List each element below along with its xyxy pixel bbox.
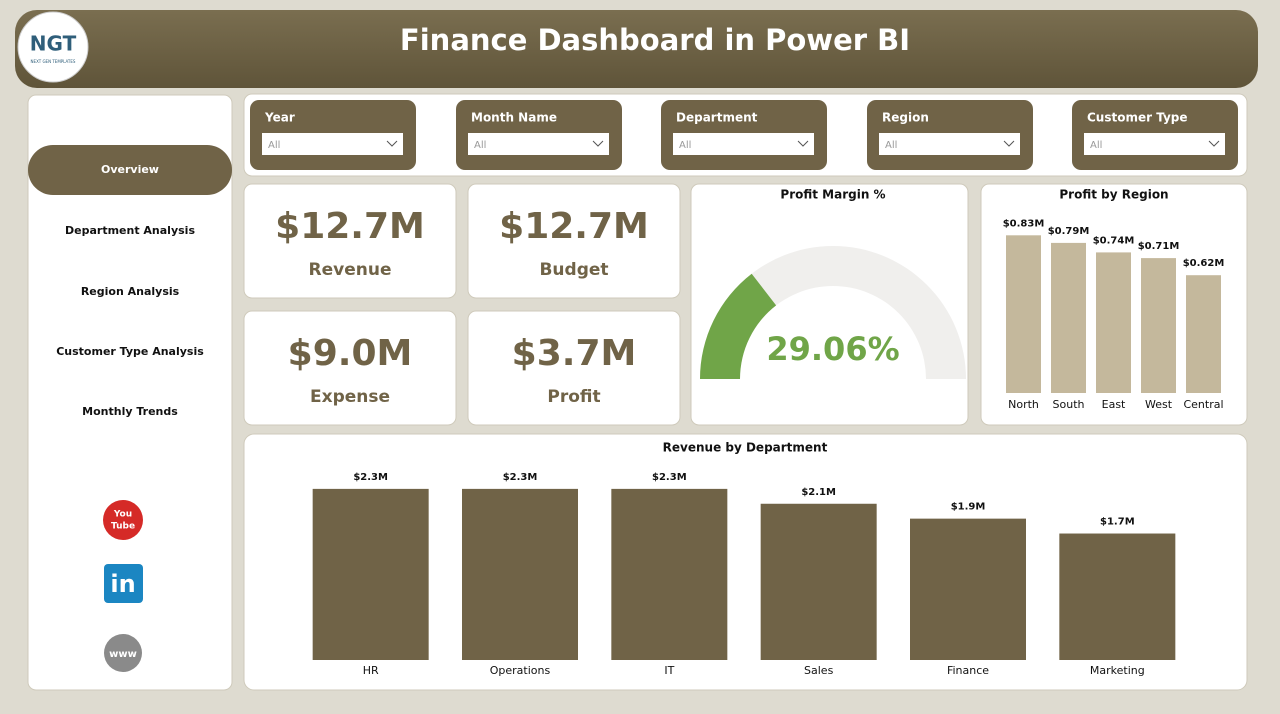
filter-dropdown[interactable] xyxy=(1084,133,1225,155)
kpi-value: $12.7M xyxy=(499,206,649,247)
bar xyxy=(611,488,728,660)
x-tick-label: North xyxy=(1008,398,1039,411)
x-tick-label: West xyxy=(1145,398,1173,411)
x-tick-label: Sales xyxy=(804,664,834,677)
dashboard-title: Finance Dashboard in Power BI xyxy=(400,23,910,57)
logo-text: NGT xyxy=(30,32,77,56)
filter-dropdown[interactable] xyxy=(673,133,814,155)
data-label: $2.3M xyxy=(503,472,538,483)
data-label: $0.62M xyxy=(1183,258,1225,269)
data-label: $1.9M xyxy=(951,502,986,513)
nav-active xyxy=(28,145,232,195)
nav-item[interactable]: Department Analysis xyxy=(65,224,195,237)
sidebar xyxy=(27,94,233,691)
filter-value: All xyxy=(885,140,897,151)
filter-label: Department xyxy=(676,111,758,125)
bar xyxy=(1141,258,1176,393)
youtube-text: You xyxy=(113,510,132,520)
nav-item[interactable]: Region Analysis xyxy=(81,285,180,298)
filter-label: Year xyxy=(264,111,295,125)
nav-item[interactable]: Monthly Trends xyxy=(82,405,178,418)
header-bar xyxy=(15,10,1258,88)
gauge-card xyxy=(690,183,969,426)
dropdown-arrow xyxy=(797,140,809,147)
filter-value: All xyxy=(679,140,691,151)
chart-title: Revenue by Department xyxy=(663,441,828,455)
bar xyxy=(1059,533,1176,660)
data-label: $0.74M xyxy=(1093,235,1135,246)
bar xyxy=(760,503,877,660)
chart-title: Profit Margin % xyxy=(780,188,885,202)
x-tick-label: Central xyxy=(1183,398,1223,411)
data-label: $2.1M xyxy=(801,487,836,498)
data-label: $0.79M xyxy=(1048,226,1090,237)
data-label: $0.83M xyxy=(1003,218,1045,229)
web-text: www xyxy=(109,649,137,660)
nav-item[interactable]: Overview xyxy=(101,163,159,176)
filter-label: Month Name xyxy=(471,111,557,125)
dropdown-arrow xyxy=(386,140,398,147)
logo xyxy=(17,11,89,83)
kpi-label: Budget xyxy=(539,260,608,280)
bar xyxy=(1051,242,1086,393)
data-label: $2.3M xyxy=(353,472,388,483)
filter-dropdown[interactable] xyxy=(468,133,609,155)
linkedin-icon[interactable] xyxy=(104,564,143,603)
gauge-value xyxy=(700,273,777,379)
youtube-text: Tube xyxy=(111,522,135,532)
x-tick-label: IT xyxy=(664,664,674,677)
filter-dropdown[interactable] xyxy=(879,133,1020,155)
bar xyxy=(910,518,1026,660)
dropdown-arrow xyxy=(1208,140,1220,147)
kpi-card xyxy=(467,310,681,426)
linkedin-text: in xyxy=(110,570,135,598)
filter-value: All xyxy=(474,140,486,151)
kpi-card xyxy=(243,310,457,426)
filter-value: All xyxy=(268,140,280,151)
filter-value: All xyxy=(1090,140,1102,151)
x-tick-label: Operations xyxy=(490,664,551,677)
filter-dropdown[interactable] xyxy=(262,133,403,155)
logo-subtext: NEXT GEN TEMPLATES xyxy=(31,59,76,64)
data-label: $2.3M xyxy=(652,472,687,483)
chart-title: Profit by Region xyxy=(1059,188,1168,202)
bar xyxy=(462,488,578,660)
kpi-value: $9.0M xyxy=(288,333,413,374)
nav-item[interactable]: Customer Type Analysis xyxy=(56,345,204,358)
data-label: $0.71M xyxy=(1138,241,1180,252)
kpi-value: $12.7M xyxy=(275,206,425,247)
youtube-icon[interactable] xyxy=(103,500,143,540)
filter-label: Customer Type xyxy=(1087,111,1188,125)
dropdown-arrow xyxy=(1003,140,1015,147)
filter-label: Region xyxy=(882,111,929,125)
data-label: $1.7M xyxy=(1100,517,1135,528)
x-tick-label: Marketing xyxy=(1090,664,1145,677)
kpi-label: Expense xyxy=(310,387,390,407)
bar xyxy=(1096,252,1131,393)
kpi-label: Profit xyxy=(547,387,600,407)
kpi-card xyxy=(243,183,457,299)
kpi-label: Revenue xyxy=(309,260,392,280)
kpi-card xyxy=(467,183,681,299)
x-tick-label: South xyxy=(1053,398,1085,411)
kpi-value: $3.7M xyxy=(512,333,637,374)
bar xyxy=(1006,235,1041,393)
dropdown-arrow xyxy=(592,140,604,147)
web-icon[interactable] xyxy=(104,634,142,672)
bar xyxy=(1186,275,1221,393)
x-tick-label: HR xyxy=(363,664,379,677)
x-tick-label: Finance xyxy=(947,664,989,677)
gauge-track xyxy=(700,246,966,379)
gauge-label: 29.06% xyxy=(766,330,899,368)
x-tick-label: East xyxy=(1102,398,1126,411)
bar xyxy=(312,488,429,660)
